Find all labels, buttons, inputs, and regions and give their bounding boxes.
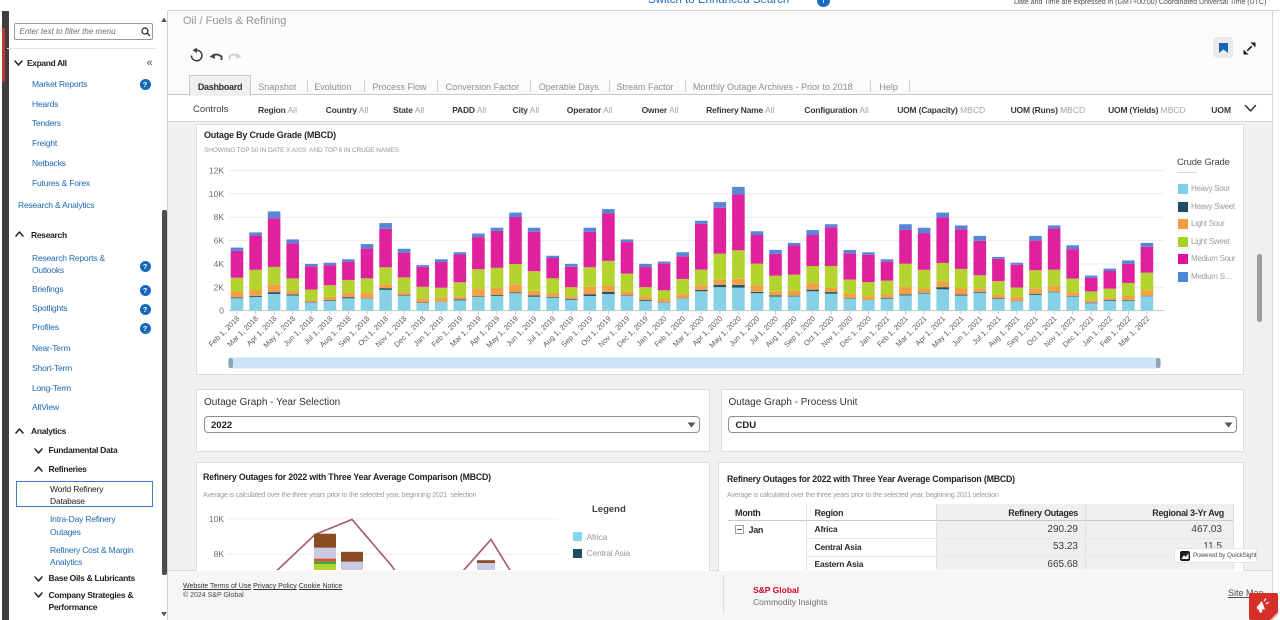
svg-text:4K: 4K [214, 259, 225, 269]
svg-text:0: 0 [219, 306, 224, 316]
svg-text:8K: 8K [214, 212, 225, 222]
svg-text:10K: 10K [209, 513, 224, 523]
svg-text:8K: 8K [214, 549, 225, 559]
svg-text:12K: 12K [209, 166, 224, 176]
svg-text:6K: 6K [214, 236, 225, 246]
svg-text:2K: 2K [214, 282, 225, 292]
svg-text:10K: 10K [209, 189, 224, 199]
